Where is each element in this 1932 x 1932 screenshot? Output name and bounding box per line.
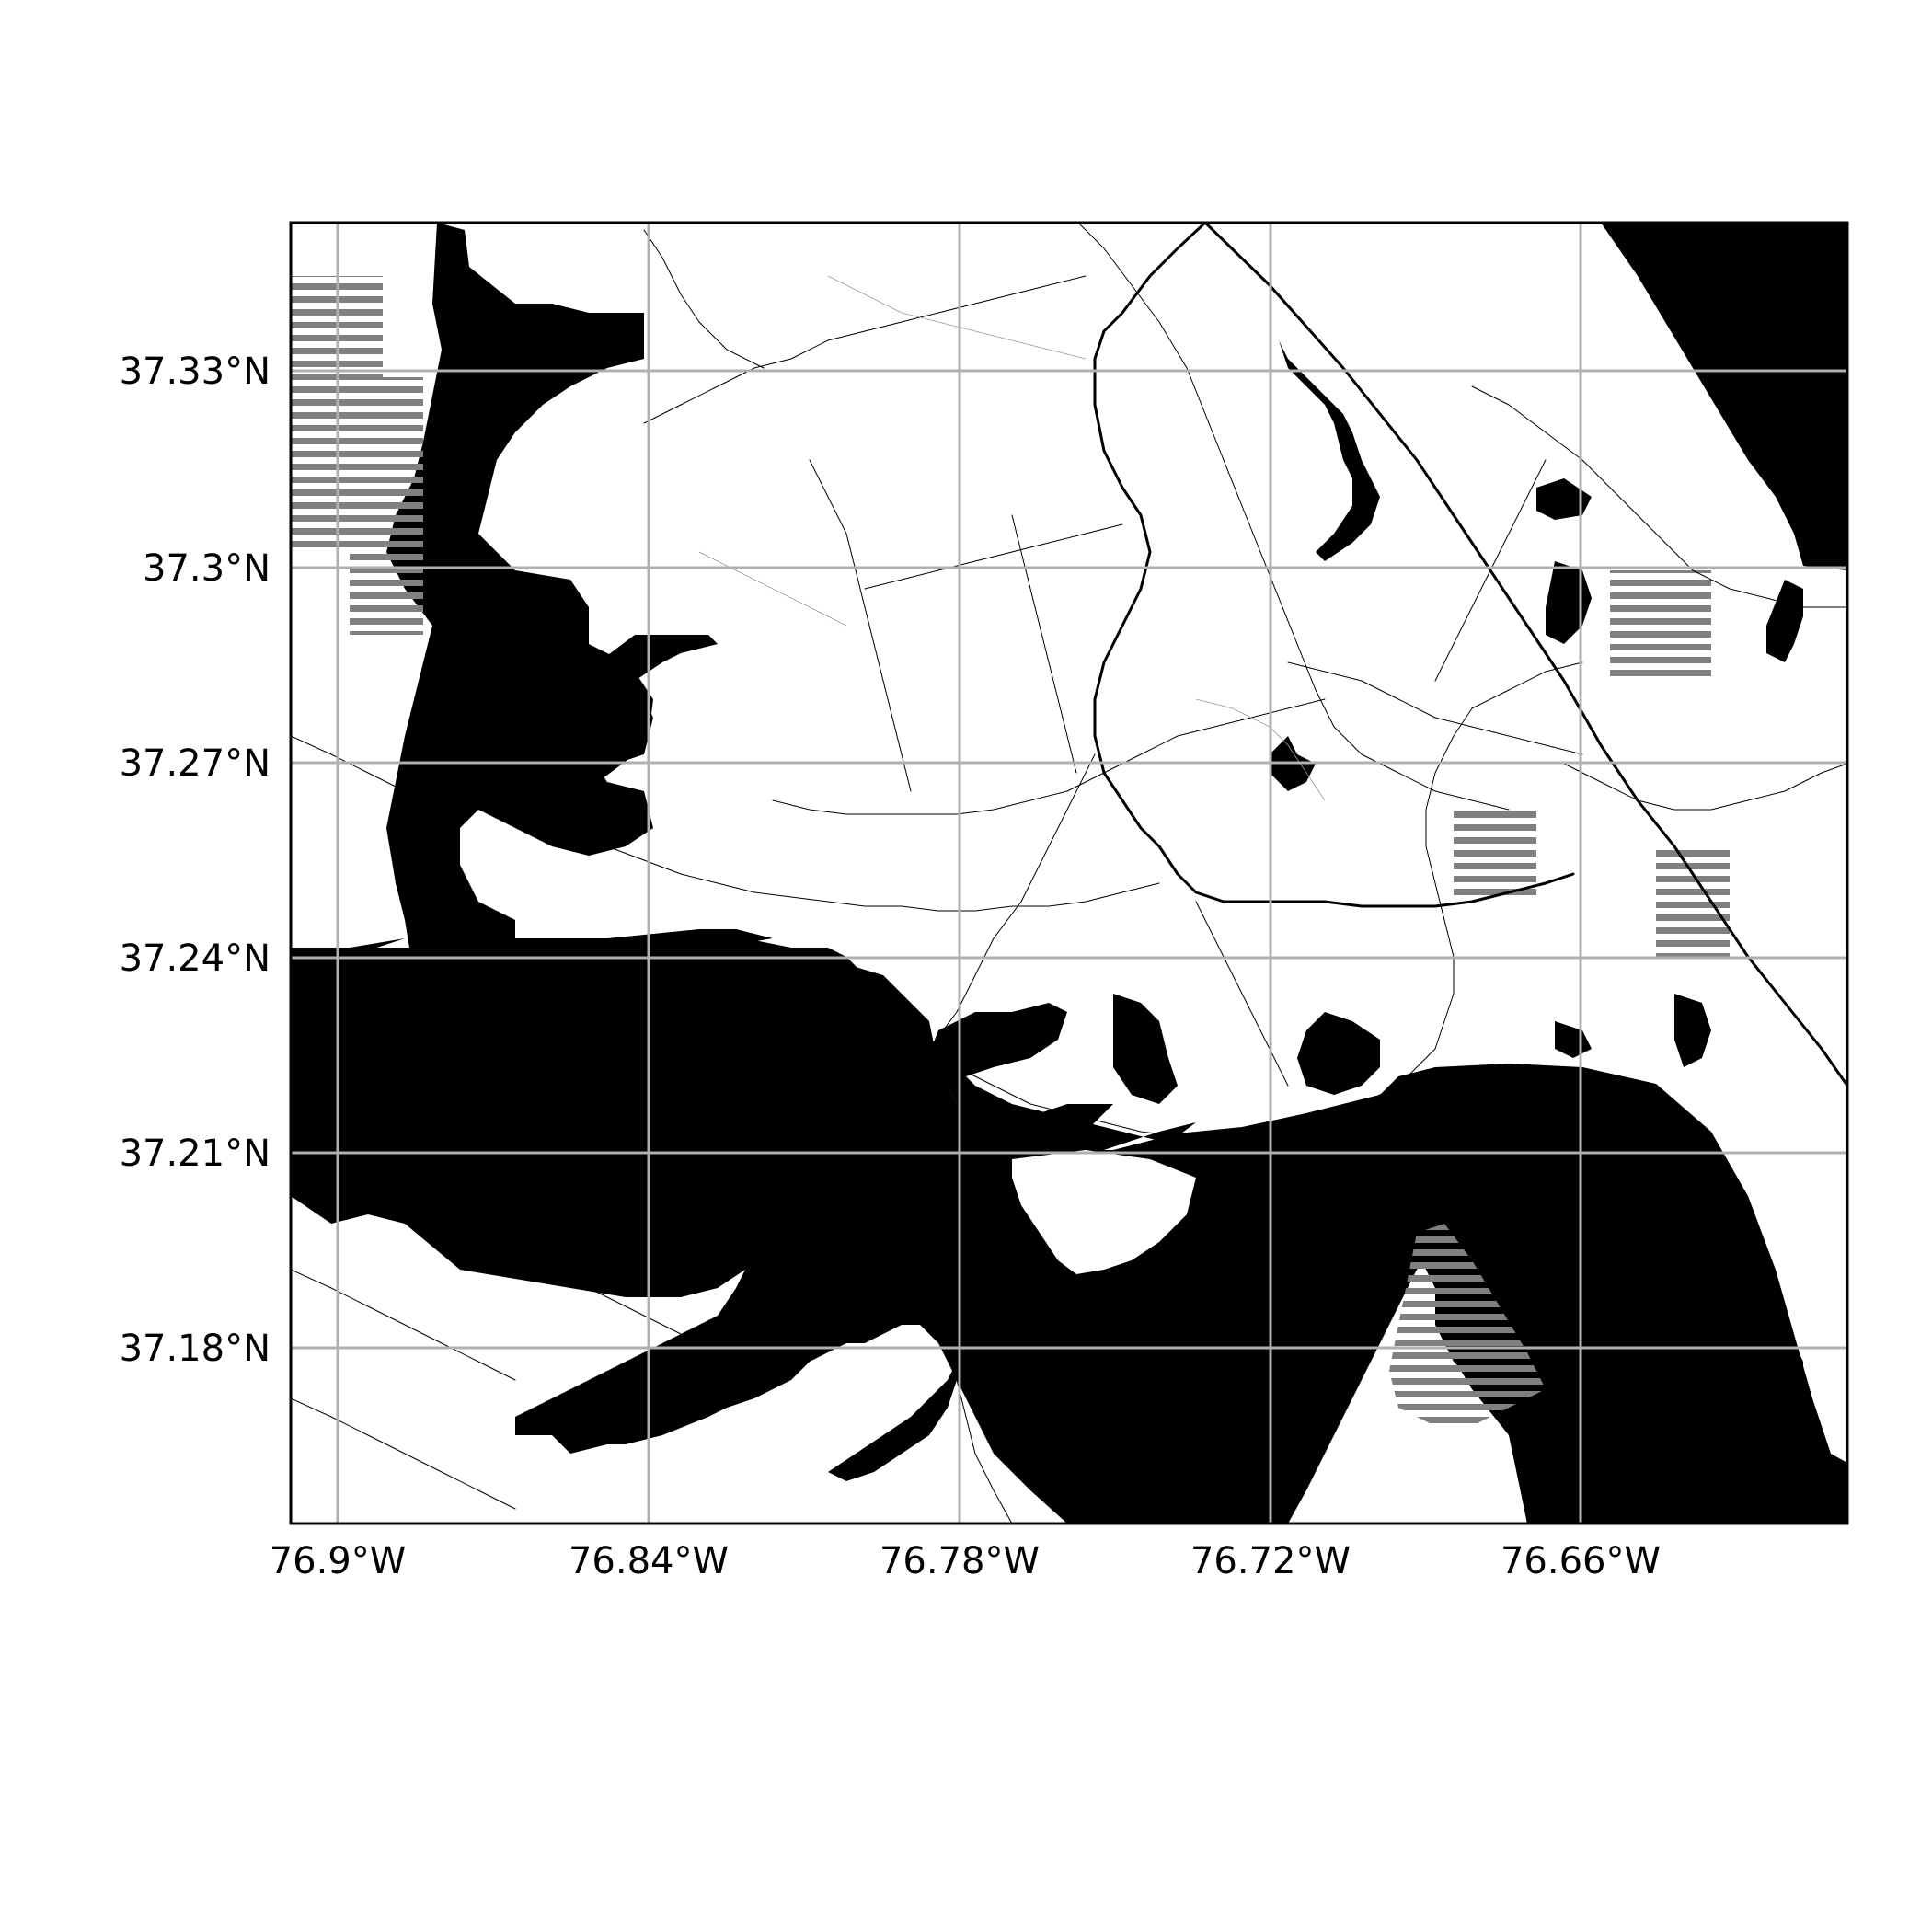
- road-q: [827, 275, 1087, 360]
- creek-12: [828, 1362, 957, 1481]
- road-r: [698, 551, 847, 627]
- marsh-area-2: [350, 377, 423, 635]
- creek-9: [1674, 994, 1711, 1067]
- creek-10: [1555, 1021, 1592, 1058]
- jamestown-island: [1012, 1150, 1196, 1274]
- road-g: [1434, 459, 1547, 682]
- creek-2: [920, 1003, 1113, 1141]
- road-j: [551, 1269, 774, 1381]
- lon-tick-labels: 76.9°W 76.84°W 76.78°W 76.72°W 76.66°W: [270, 1540, 1661, 1582]
- lat-tick-label: 37.21°N: [120, 1133, 270, 1175]
- lat-tick-label: 37.18°N: [120, 1328, 270, 1370]
- chickahominy-pond: [547, 662, 653, 764]
- lon-tick-label: 76.78°W: [880, 1540, 1040, 1582]
- road-h: [291, 1269, 516, 1381]
- road-o: [1471, 385, 1847, 608]
- chickahominy-branch: [598, 635, 718, 681]
- york-river: [1601, 223, 1847, 570]
- road-e: [1195, 901, 1289, 1087]
- creek-8: [1536, 478, 1592, 520]
- road-i: [291, 1397, 516, 1510]
- gridlines: [291, 223, 1847, 1524]
- plot-frame: [289, 221, 1849, 1525]
- road-n: [1563, 763, 1847, 811]
- marsh-area-4: [1454, 810, 1536, 902]
- chickahominy-river: [386, 223, 653, 994]
- colonial-parkway: [928, 661, 1583, 1137]
- creek-3: [1297, 1012, 1380, 1095]
- map-content: [291, 223, 1847, 1524]
- marsh-area-6: [1389, 1224, 1546, 1426]
- creek-11: [598, 1325, 828, 1444]
- lat-tick-labels: 37.33°N 37.3°N 37.27°N 37.24°N 37.21°N 3…: [120, 351, 270, 1370]
- road-s: [1195, 698, 1326, 801]
- road-a: [291, 735, 443, 801]
- lat-tick-label: 37.33°N: [120, 351, 270, 393]
- road-f: [1287, 661, 1583, 755]
- creek-4: [1113, 994, 1178, 1104]
- creek-6: [1766, 580, 1803, 662]
- road-p: [643, 229, 765, 369]
- road-c: [864, 523, 1123, 590]
- road-m: [1011, 514, 1077, 774]
- lat-tick-label: 37.3°N: [143, 547, 270, 590]
- marsh-area-5: [1656, 846, 1730, 957]
- lon-tick-label: 76.72°W: [1190, 1540, 1351, 1582]
- creek-13: [975, 1334, 1049, 1380]
- lat-tick-label: 37.27°N: [120, 742, 270, 785]
- monticello-avenue: [772, 698, 1326, 815]
- road-l: [809, 459, 912, 792]
- lat-tick-label: 37.24°N: [120, 937, 270, 980]
- road-b: [643, 275, 1087, 424]
- interstate-64: [1203, 223, 1847, 1087]
- creek-1: [1279, 340, 1380, 561]
- road-d: [928, 753, 1096, 1050]
- lon-tick-label: 76.9°W: [270, 1540, 407, 1582]
- marsh-area-3: [1610, 570, 1711, 681]
- lon-tick-label: 76.66°W: [1501, 1540, 1661, 1582]
- john-tyler-highway: [422, 795, 1160, 912]
- lon-tick-label: 76.84°W: [569, 1540, 729, 1582]
- road-k: [937, 1305, 1013, 1524]
